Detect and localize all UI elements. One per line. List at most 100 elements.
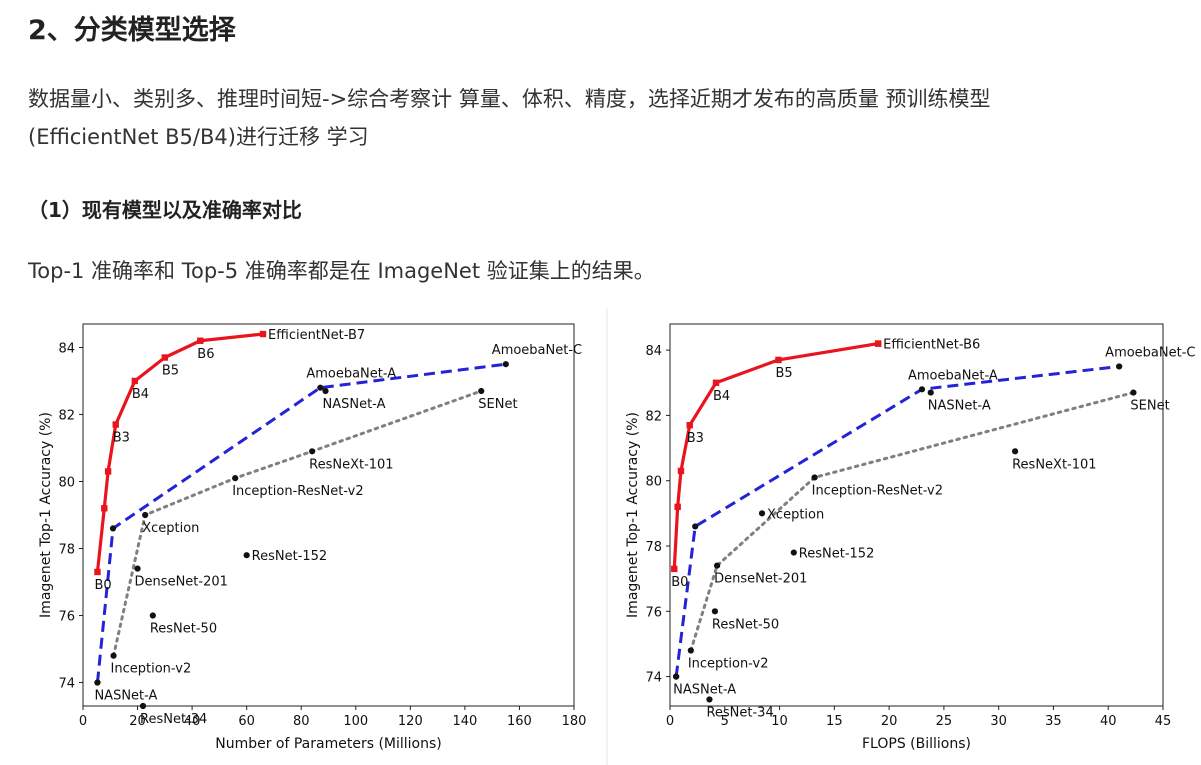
data-point-square [112,421,119,428]
data-label: SENet [1130,399,1169,414]
data-point [927,389,934,396]
data-label: ResNeXt-101 [1012,457,1096,472]
data-label: B3 [687,431,704,446]
y-tick-label: 80 [645,475,662,490]
data-point-square [671,565,678,573]
data-point-square [874,340,882,347]
data-point [134,565,141,572]
data-point [110,652,117,659]
data-label: AmoebaNet-A [908,368,998,383]
data-label: B4 [132,387,149,402]
x-tick-label: 5 [721,714,729,729]
data-point [322,387,329,395]
x-tick-label: 45 [1155,714,1172,729]
series-line-blue-dashed [674,364,1120,677]
data-point-square [131,377,139,385]
series-line-red-solid [95,332,264,573]
data-point-square [94,568,101,576]
x-tick-label: 30 [990,714,1007,729]
x-axis-label: FLOPS (Billions) [862,736,971,752]
series-line-gray-dotted [689,391,1135,652]
y-axis-label: Imagenet Top-1 Accuracy (%) [625,412,641,618]
data-label: ResNet-152 [252,549,328,564]
data-point [811,474,818,481]
data-label: Inception-ResNet-v2 [232,484,363,499]
data-label: B6 [197,347,214,362]
y-tick-label: 82 [58,408,75,423]
y-tick-label: 74 [645,671,662,686]
data-point [706,696,713,703]
data-point [1116,363,1123,370]
x-tick-label: 10 [771,714,788,729]
data-point-square [101,505,108,512]
data-label: EfficientNet-B6 [883,338,980,353]
data-point [758,510,766,517]
x-tick-label: 35 [1045,714,1062,729]
data-point-square [674,503,681,511]
y-tick-label: 84 [645,344,662,359]
x-axis-label: Number of Parameters (Millions) [215,736,442,752]
x-tick-label: 120 [398,714,423,729]
x-tick-label: 20 [881,714,898,729]
data-label: ResNet-34 [140,712,207,727]
y-tick-label: 78 [58,543,75,558]
data-label: Inception-ResNet-v2 [812,483,943,498]
y-tick-label: 76 [645,605,662,620]
data-label: AmoebaNet-A [306,367,396,382]
data-point [94,679,101,686]
intro-paragraph: 数据量小、类别多、推理时间短->综合考察计 算量、体积、精度，选择近期才发布的高… [28,80,1178,156]
x-tick-label: 140 [452,714,477,729]
y-tick-label: 80 [58,475,75,490]
comparison-figure: 0 20 40 60 80 100 120 140 160 180 74 76 78 80 82 84 Numb… [0,300,1201,765]
subsection-title: （1）现有模型以及准确率对比 [28,198,302,222]
data-label: DenseNet-201 [135,575,228,590]
data-label: NASNet-A [322,397,385,412]
data-point [317,384,324,391]
y-tick-label: 76 [58,610,75,625]
x-tick-label: 40 [184,714,201,729]
data-point [309,448,316,455]
x-tick-label: 25 [936,714,953,729]
intro-line-1: 数据量小、类别多、推理时间短->综合考察计 算量、体积、精度，选择近期才发布的高… [28,87,991,111]
x-tick-label: 0 [666,714,674,729]
data-point [918,386,926,393]
x-tick-label: 40 [1100,714,1117,729]
y-tick-label: 74 [58,677,75,692]
plot-frame [82,323,575,707]
data-point [673,673,680,680]
data-point-square [775,356,782,364]
y-axis-label: Imagenet Top-1 Accuracy (%) [38,412,54,618]
charts-canvas: 0 20 40 60 80 100 120 140 160 180747678808284Numb… [38,308,1196,765]
data-label: B3 [113,431,130,446]
y-tick-label: 82 [645,409,662,424]
chart-1 [79,323,575,710]
data-label: B4 [713,389,730,404]
x-tick-label: 80 [293,714,310,729]
data-point [790,549,797,556]
x-tick-label: 100 [343,714,368,729]
data-point-square [161,354,169,361]
data-point-square [197,337,204,344]
x-tick-label: 0 [79,714,87,729]
data-point-square [712,379,720,386]
series-line-blue-dashed [95,362,506,683]
x-tick-label: 160 [507,714,532,729]
section-title: 2、分类模型选择 [28,15,236,46]
data-point [711,608,719,615]
data-label: NASNet-A [673,683,736,698]
accuracy-note: Top-1 准确率和 Top-5 准确率都是在 ImageNet 验证集上的结果… [28,259,655,283]
data-point-square [259,330,267,338]
y-tick-label: 78 [645,540,662,555]
data-label: NASNet-A [94,689,157,704]
data-label: B5 [775,366,792,381]
chart-2 [666,323,1164,710]
data-label: AmoebaNet-C [492,343,582,358]
data-label: Xception [142,521,199,536]
data-point-square [104,468,112,475]
data-point-square [677,467,685,475]
data-point [692,523,699,530]
data-point [109,525,117,532]
data-label: AmoebaNet-C [1105,345,1195,360]
data-label: NASNet-A [928,399,991,414]
data-point-square [686,422,693,429]
